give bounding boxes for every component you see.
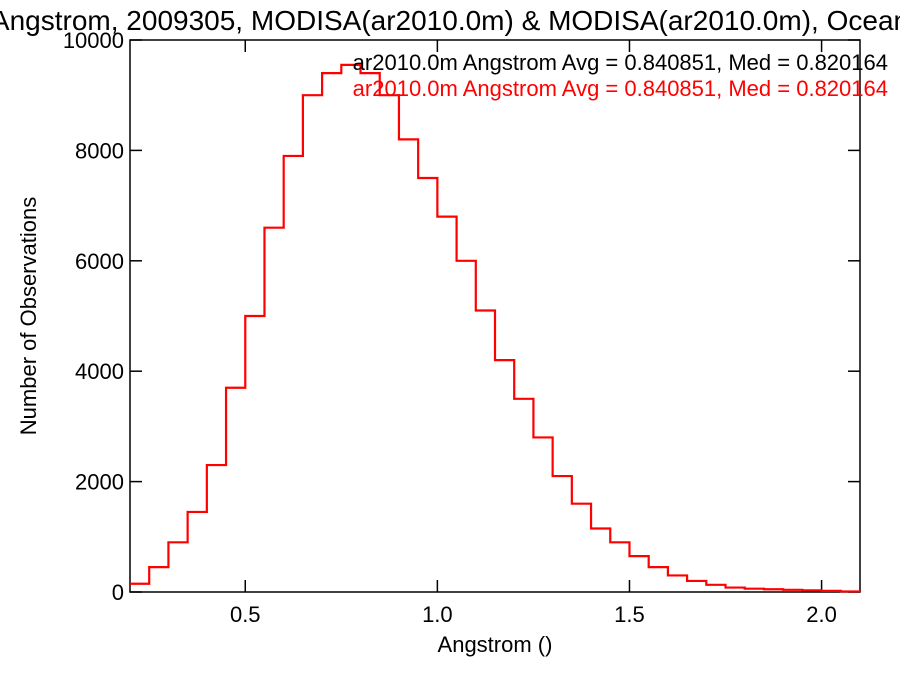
stats-annotation: ar2010.0m Angstrom Avg = 0.840851, Med =… (353, 50, 888, 75)
x-tick-label: 0.5 (230, 602, 261, 627)
y-tick-label: 8000 (75, 138, 124, 163)
y-tick-label: 10000 (63, 28, 124, 53)
y-tick-label: 0 (112, 580, 124, 605)
y-tick-label: 2000 (75, 470, 124, 495)
y-tick-label: 4000 (75, 359, 124, 384)
y-tick-label: 6000 (75, 249, 124, 274)
x-axis-title: Angstrom () (438, 632, 553, 657)
x-tick-label: 1.5 (614, 602, 645, 627)
x-tick-label: 2.0 (806, 602, 837, 627)
chart-title: Angstrom, 2009305, MODISA(ar2010.0m) & M… (0, 5, 900, 36)
stats-annotation: ar2010.0m Angstrom Avg = 0.840851, Med =… (353, 76, 888, 101)
plot-frame (129, 39, 861, 593)
y-axis-title: Number of Observations (16, 197, 41, 435)
histogram-series-line (130, 63, 862, 593)
x-tick-label: 1.0 (422, 602, 453, 627)
